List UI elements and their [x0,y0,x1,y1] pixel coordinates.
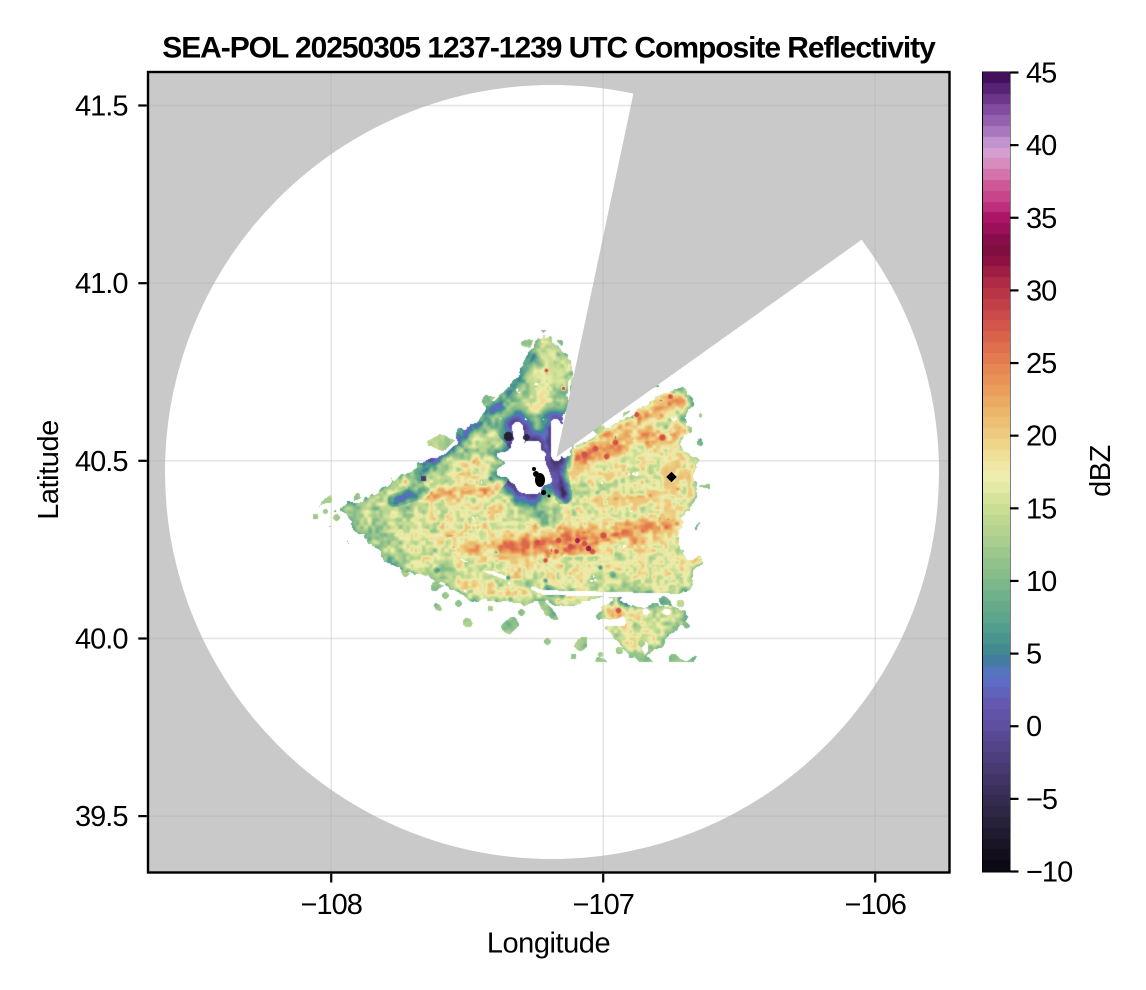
svg-text:dBZ: dBZ [1085,445,1117,497]
svg-text:Longitude: Longitude [487,928,610,960]
svg-text:SEA-POL 20250305 1237-1239 UTC: SEA-POL 20250305 1237-1239 UTC Composite… [162,32,936,65]
svg-text:10: 10 [1026,566,1056,598]
svg-text:40.5: 40.5 [75,446,127,478]
svg-text:30: 30 [1026,275,1056,307]
svg-text:41.0: 41.0 [75,268,127,300]
svg-text:41.5: 41.5 [75,91,127,123]
svg-text:39.5: 39.5 [75,801,127,833]
svg-text:20: 20 [1026,421,1056,453]
svg-text:5: 5 [1026,639,1041,671]
svg-text:0: 0 [1026,711,1041,743]
svg-text:Latitude: Latitude [33,420,65,520]
svg-text:25: 25 [1026,348,1056,380]
svg-text:−5: −5 [1026,784,1057,816]
svg-text:15: 15 [1026,493,1056,525]
svg-text:35: 35 [1026,203,1056,235]
svg-text:−107: −107 [573,889,634,921]
svg-text:40: 40 [1026,130,1056,162]
svg-text:45: 45 [1026,58,1056,90]
svg-text:−106: −106 [845,889,906,921]
svg-text:−108: −108 [301,889,362,921]
svg-text:40.0: 40.0 [75,624,127,656]
svg-text:−10: −10 [1026,857,1072,889]
